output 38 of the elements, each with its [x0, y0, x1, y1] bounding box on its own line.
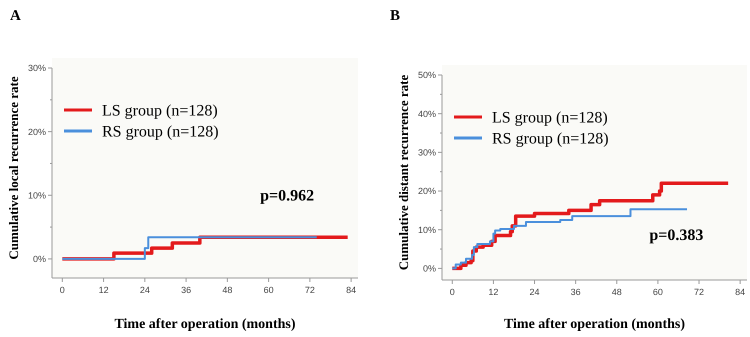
- chart-title: A: [10, 8, 21, 24]
- legend-label: LS group (n=128): [102, 102, 218, 120]
- annotation: p=0.962: [260, 187, 314, 204]
- x-tick-label: 12: [98, 285, 109, 295]
- x-tick-label: 72: [304, 285, 315, 295]
- x-tick-label: 0: [450, 287, 455, 297]
- y-tick-label: 30%: [28, 63, 46, 74]
- y-tick-label: 10%: [28, 190, 46, 200]
- x-tick-label: 84: [735, 287, 746, 297]
- y-tick-label: 20%: [28, 126, 46, 137]
- x-axis-title: Time after operation (months): [504, 317, 686, 332]
- x-tick-label: 24: [530, 287, 540, 297]
- x-tick-label: 36: [181, 285, 192, 295]
- legend-label: RS group (n=128): [102, 124, 219, 141]
- annotation: p=0.383: [649, 227, 704, 244]
- y-tick-label: 20%: [418, 186, 436, 196]
- y-tick-label: 50%: [418, 70, 436, 80]
- chart-title: B: [390, 8, 400, 24]
- y-tick-label: 0%: [422, 264, 436, 274]
- y-axis-title: Cumulative distant recurrence rate: [396, 74, 411, 270]
- x-tick-label: 48: [222, 285, 232, 295]
- x-axis-title: Time after operation (months): [114, 317, 296, 332]
- x-tick-label: 12: [488, 287, 498, 297]
- x-tick-label: 60: [264, 285, 274, 295]
- legend-label: LS group (n=128): [492, 110, 608, 127]
- x-tick-label: 48: [612, 287, 622, 297]
- legend-label: RS group (n=128): [492, 130, 609, 148]
- y-tick-label: 10%: [418, 224, 436, 235]
- y-tick-label: 30%: [418, 148, 436, 158]
- x-tick-label: 36: [570, 287, 581, 297]
- x-tick-label: 60: [652, 287, 663, 297]
- x-tick-label: 72: [694, 287, 704, 297]
- x-tick-label: 84: [346, 285, 356, 295]
- y-tick-label: 40%: [418, 108, 436, 119]
- x-tick-label: 0: [60, 285, 65, 295]
- x-tick-label: 24: [140, 285, 150, 295]
- y-tick-label: 0%: [32, 254, 46, 264]
- y-axis-title: Cumulative local recurrence rate: [6, 76, 21, 260]
